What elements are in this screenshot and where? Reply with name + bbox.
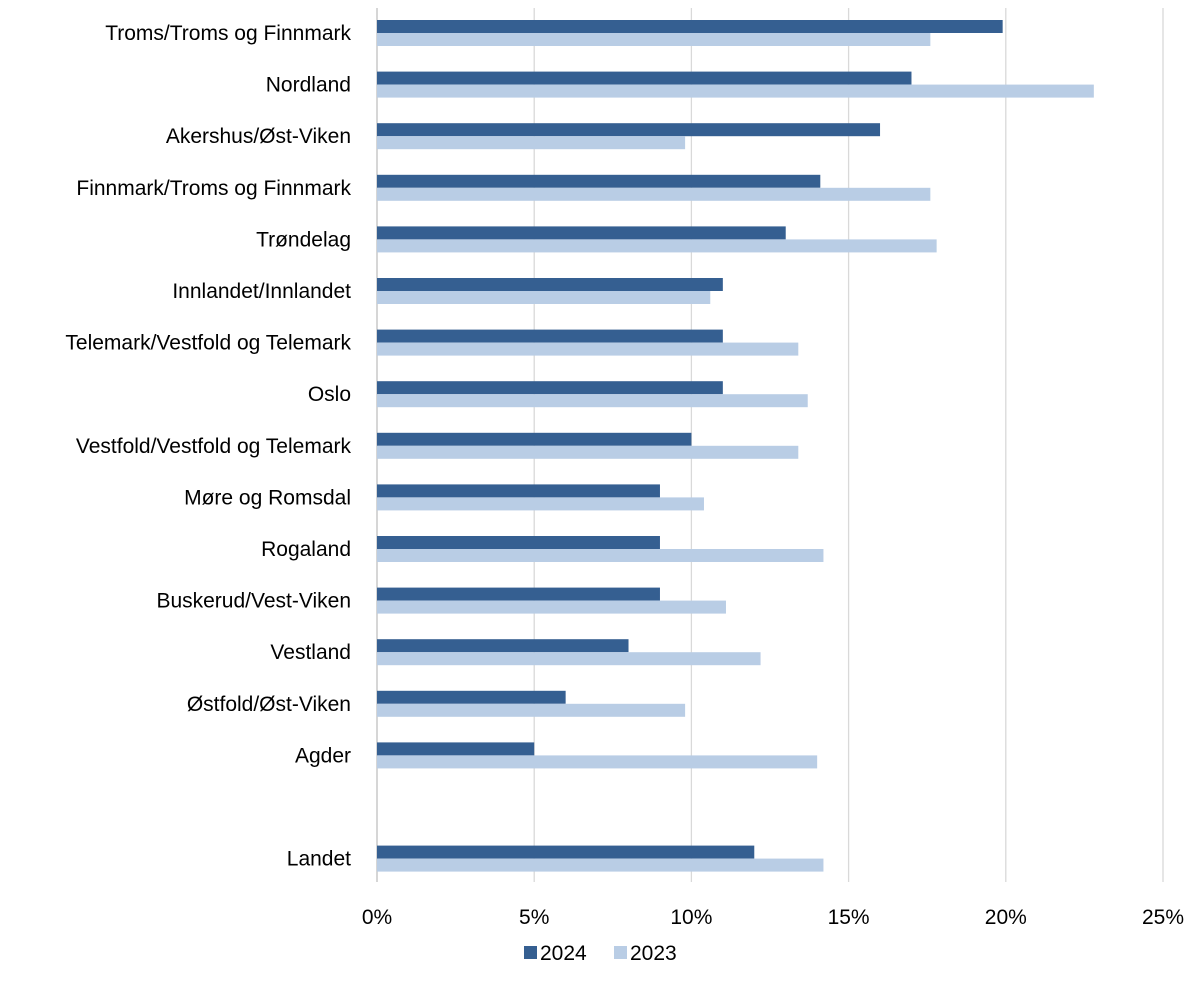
category-labels: Troms/Troms og Finnmark Nordland Akershus/… [65,22,351,871]
category-label: Finnmark/Troms og Finnmark [76,177,351,200]
legend-swatch-2023 [614,946,627,959]
bar-2024 [377,484,660,498]
category-label: Vestfold/Vestfold og Telemark [76,435,352,458]
bar-2023 [377,342,799,356]
category-label: Nordland [266,74,351,97]
bar-2024 [377,587,660,601]
bar-2024 [377,690,566,704]
category-label: Oslo [308,383,351,406]
bar-2024 [377,123,881,137]
bar-2024 [377,329,723,343]
bar-2024 [377,432,692,446]
category-label: Buskerud/Vest-Viken [156,590,351,613]
bar-2024 [377,381,723,395]
bar-2024 [377,639,629,653]
legend-label: 2023 [630,942,677,965]
category-label: Rogaland [261,538,351,561]
x-tick-label: 20% [985,906,1027,929]
category-label: Østfold/Øst-Viken [187,693,351,716]
bar-2024 [377,845,755,859]
bar-2023 [377,394,808,408]
bar-2023 [377,136,686,150]
bar-2024 [377,278,723,291]
bar-2023 [377,652,761,666]
x-axis-tick-labels: 0% 5% 10% 15% 20% 25% [362,906,1184,929]
x-tick-label: 10% [670,906,712,929]
bar-2023 [377,600,726,614]
bar-2023 [377,84,1094,98]
bar-2023 [377,858,824,872]
legend-swatch-2024 [524,946,537,959]
bar-2023 [377,497,704,511]
bar-2023 [377,187,931,201]
bar-2024 [377,20,1003,33]
legend-label: 2024 [540,942,587,965]
x-tick-label: 5% [519,906,549,929]
category-label: Innlandet/Innlandet [172,280,351,303]
bar-2023 [377,33,931,46]
category-label: Trøndelag [256,228,351,251]
bar-2024 [377,536,660,549]
bar-2023 [377,291,711,304]
category-label: Møre og Romsdal [184,486,351,509]
category-label: Vestland [270,641,351,664]
bar-2023 [377,445,799,459]
x-tick-label: 15% [828,906,870,929]
category-label: Agder [295,744,351,767]
bar-2024 [377,226,786,240]
bar-2024 [377,71,912,85]
x-tick-label: 0% [362,906,392,929]
x-tick-label: 25% [1142,906,1184,929]
category-label: Telemark/Vestfold og Telemark [65,332,351,355]
category-label: Troms/Troms og Finnmark [105,22,351,45]
bar-2023 [377,755,818,769]
bar-2024 [377,174,821,188]
bar-2023 [377,239,937,253]
bars [377,20,1094,872]
bar-2024 [377,742,535,756]
bar-2023 [377,703,686,717]
bar-2023 [377,549,824,562]
category-label: Akershus/Øst-Viken [166,125,351,148]
category-label: Landet [287,848,351,871]
legend: 2024 2023 [524,942,677,965]
